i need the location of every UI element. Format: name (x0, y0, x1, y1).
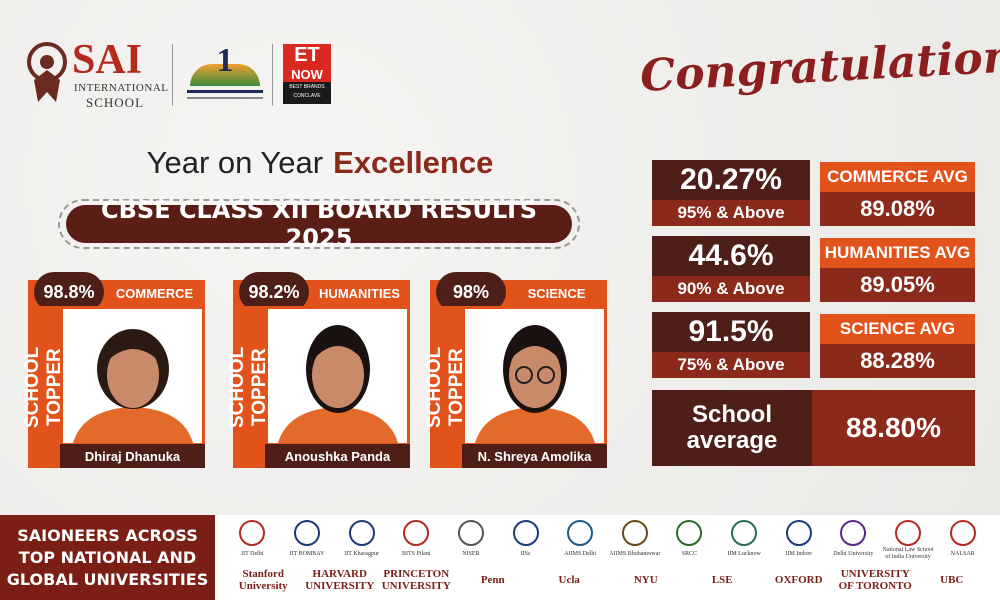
university-name: Ucla (558, 574, 580, 586)
university-seal (785, 520, 812, 546)
topper-badge: SCHOOL TOPPER (22, 306, 65, 468)
topper-name: N. Shreya Amolika (462, 444, 607, 468)
distribution-value: 91.5% (652, 312, 810, 352)
et-sub: BEST BRANDS (289, 84, 325, 90)
university-name: HARVARD UNIVERSITY (305, 568, 375, 592)
badge-line (187, 97, 263, 99)
university-name: PRINCETON UNIVERSITY (381, 568, 451, 592)
topper-badge: SCHOOL TOPPER (227, 306, 270, 468)
topper-badge: SCHOOL TOPPER (424, 306, 467, 468)
university-name: UBC (940, 574, 964, 586)
banner-frame (58, 199, 580, 249)
university-name: BITS Pilani (401, 550, 431, 557)
university-seal (895, 520, 922, 546)
university-name: NYU (633, 574, 658, 586)
distribution-value: 44.6% (652, 236, 810, 276)
university-name: SRCC (681, 550, 698, 557)
university-name: IIT Delhi (241, 550, 264, 557)
banner: CBSE CLASS XII BOARD RESULTS 2025 (66, 196, 572, 252)
university-name: Stanford University (238, 568, 288, 592)
university-seal (949, 520, 976, 546)
heading-highlight: Excellence (333, 145, 494, 180)
ranking-badge: 1 (185, 42, 265, 108)
distribution-label: 75% & Above (652, 352, 810, 378)
university-name: LSE (711, 574, 733, 586)
topper-stream: SCIENCE (527, 285, 586, 301)
footer-tagline: SAIONEERS ACROSS TOP NATIONAL AND GLOBAL U… (0, 515, 215, 600)
university-name: NISER (462, 550, 480, 557)
et-now-logo: ET NOW BEST BRANDS CONCLAVE (283, 44, 331, 104)
university-name: UNIVERSITY OF TORONTO (838, 568, 912, 592)
university-name: NALSAR (950, 550, 975, 557)
university-seal (840, 520, 867, 546)
topper-name: Dhiraj Dhanuka (60, 444, 205, 468)
et-text: ET (283, 44, 331, 66)
divider (272, 44, 273, 106)
tagline-line: SAIONEERS ACROSS (17, 525, 198, 545)
portrait (475, 325, 595, 443)
university-seal (621, 520, 648, 546)
university-seal (348, 520, 375, 546)
university-name: IIM Indore (785, 550, 812, 557)
university-seal (293, 520, 320, 546)
topper-photo (462, 306, 607, 446)
portrait (73, 329, 193, 443)
topper-score: 98.2% (239, 272, 309, 312)
school-average-label: School average (652, 390, 812, 466)
logo-name: SAI (72, 37, 143, 83)
stream-avg-label: HUMANITIES AVG (820, 238, 975, 268)
distribution-label: 95% & Above (652, 200, 810, 226)
university-name: AIIMS Bhubaneswar (609, 550, 661, 557)
topper-stream: COMMERCE (115, 285, 194, 301)
heading: Year on Year Excellence (60, 145, 580, 181)
stream-avg-label: COMMERCE AVG (820, 162, 975, 192)
topper-score: 98% (436, 272, 506, 312)
logo-line: INTERNATIONAL (74, 82, 169, 94)
stream-avg-value: 89.08% (820, 192, 975, 226)
distribution-value: 20.27% (652, 160, 810, 200)
university-seal (239, 520, 266, 546)
badge-arc (190, 64, 260, 86)
stream-avg-value: 89.05% (820, 268, 975, 302)
stream-avg-label: SCIENCE AVG (820, 314, 975, 344)
congrats: Congratulations! (638, 29, 1000, 102)
badge-rank: 1 (216, 42, 234, 79)
badge-line (187, 90, 263, 93)
university-name: OXFORD (774, 574, 823, 586)
topper-score: 98.8% (34, 272, 104, 312)
university-name: IIT Kharagpur (344, 550, 379, 557)
stream-avg-value: 88.28% (820, 344, 975, 378)
university-name: Delhi University (833, 550, 874, 557)
distribution-label: 90% & Above (652, 276, 810, 302)
school-average-value: 88.80% (812, 390, 975, 466)
university-seal (512, 520, 539, 546)
logo-emblem (27, 42, 67, 102)
portrait (278, 325, 398, 443)
university-name: Penn (480, 574, 505, 586)
university-seal (731, 520, 758, 546)
now-text: NOW (283, 66, 331, 82)
university-name: IIT BOMBAY (289, 550, 325, 557)
university-seal (403, 520, 430, 546)
university-seal (457, 520, 484, 546)
university-name: IISc (520, 550, 531, 557)
university-name: National Law School of India University (882, 547, 934, 560)
tagline-line: TOP NATIONAL AND (18, 547, 197, 567)
logo-line: SCHOOL (86, 95, 145, 110)
topper-name: Anoushka Panda (265, 444, 410, 468)
topper-photo (60, 306, 205, 446)
et-sub: CONCLAVE (293, 93, 321, 99)
divider (172, 44, 173, 106)
tagline-line: GLOBAL UNIVERSITIES (6, 569, 209, 589)
university-seal (676, 520, 703, 546)
university-name: IIM Lucknow (727, 550, 761, 557)
university-seal (567, 520, 594, 546)
heading-lead: Year on Year (146, 145, 324, 180)
university-name: AIIMS Delhi (564, 550, 597, 557)
topper-photo (265, 306, 410, 446)
topper-stream: HUMANITIES (319, 285, 400, 301)
